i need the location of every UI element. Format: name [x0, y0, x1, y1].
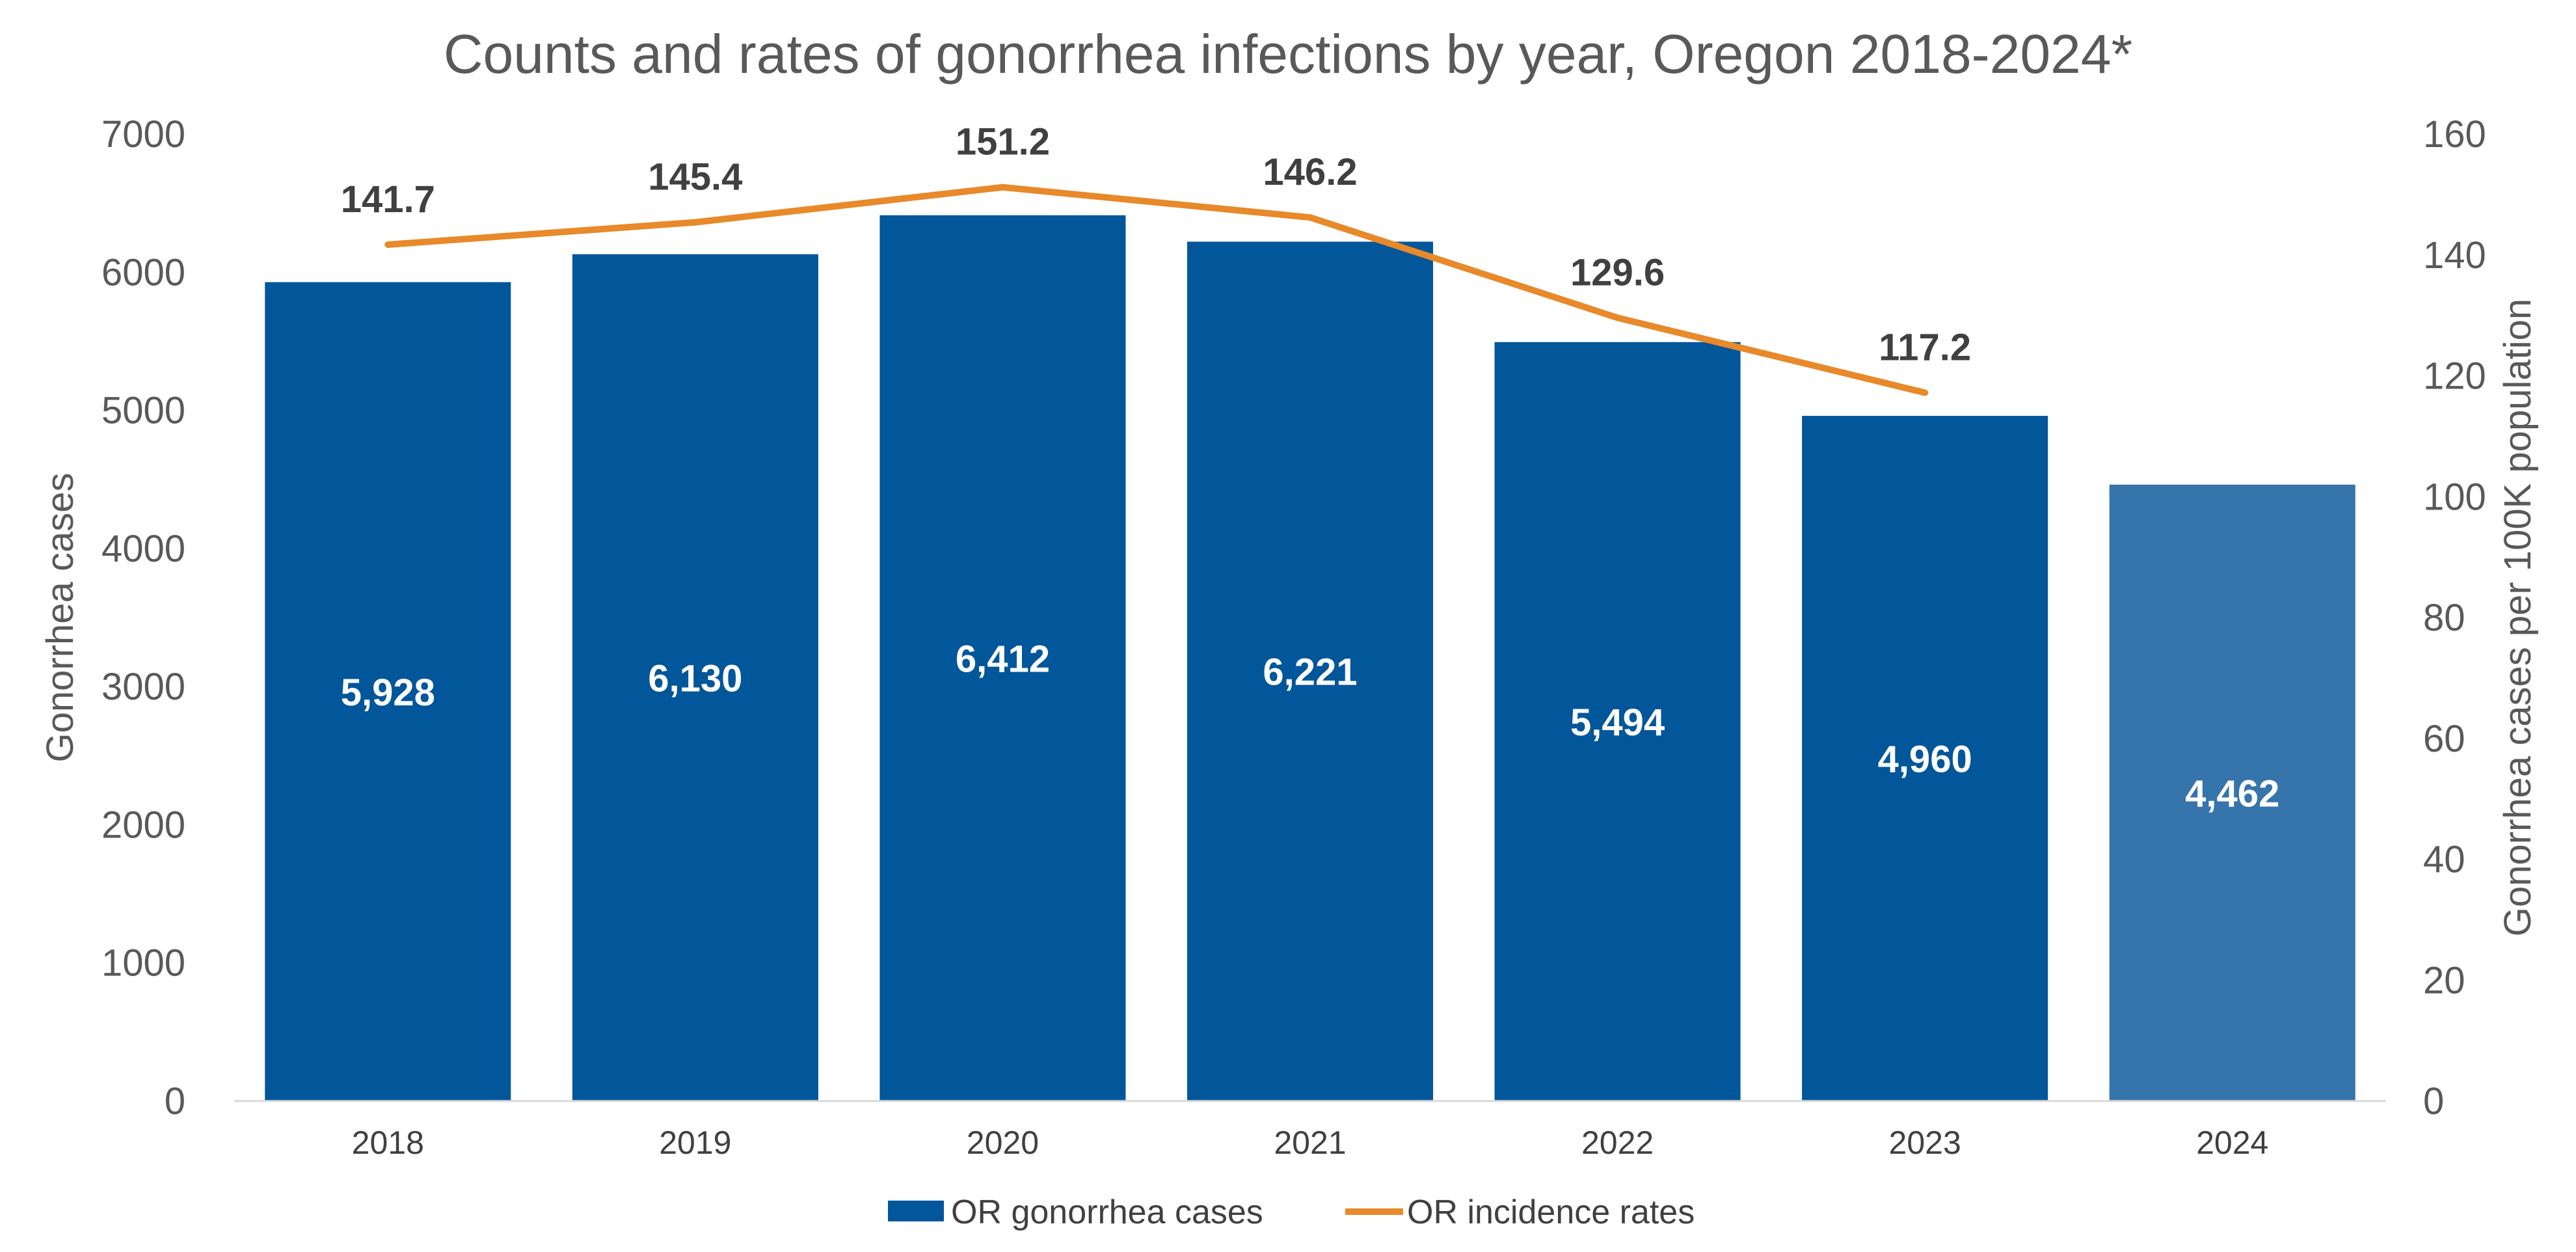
x-tick-label: 2022 — [1581, 1124, 1654, 1161]
incidence-rate-line — [384, 184, 1929, 396]
y-tick-label: 4000 — [101, 528, 185, 570]
y-tick-label: 3000 — [101, 666, 185, 708]
y2-tick-label: 120 — [2423, 355, 2486, 398]
bar-value-label: 5,928 — [341, 672, 435, 714]
line-value-label: 117.2 — [1879, 327, 1971, 369]
right-axis-label: Gonorrhea cases per 100K population — [2497, 299, 2539, 936]
bar-series: 5,928 6,130 6,412 6,221 5,494 4,960 4,462 — [265, 215, 2355, 1102]
bar-2024 — [2109, 484, 2355, 1101]
legend-bar-label: OR gonorrhea cases — [951, 1193, 1263, 1231]
y2-tick-label: 40 — [2423, 839, 2465, 881]
legend-bar-swatch — [888, 1201, 944, 1221]
bar-2019 — [572, 254, 818, 1101]
legend: OR gonorrhea cases OR incidence rates — [888, 1193, 1695, 1231]
line-value-label: 146.2 — [1263, 151, 1357, 193]
x-tick-label: 2020 — [967, 1124, 1039, 1161]
left-axis-label: Gonorrhea cases — [39, 473, 81, 763]
x-tick-label: 2018 — [352, 1124, 424, 1161]
y-tick-label: 7000 — [101, 113, 185, 156]
y2-tick-label: 160 — [2423, 113, 2486, 156]
y2-tick-label: 140 — [2423, 234, 2486, 277]
bar-value-label: 6,130 — [648, 657, 742, 700]
y-tick-label: 2000 — [101, 804, 185, 846]
bar-2018 — [265, 282, 511, 1101]
x-tick-label: 2019 — [659, 1124, 731, 1161]
left-axis-ticks: 0 1000 2000 3000 4000 5000 6000 7000 — [101, 113, 185, 1123]
bar-2021 — [1187, 241, 1434, 1101]
y-tick-label: 1000 — [101, 942, 185, 985]
bar-value-label: 5,494 — [1570, 701, 1665, 744]
line-value-label: 151.2 — [956, 121, 1050, 163]
x-axis-ticks: 2018 2019 2020 2021 2022 2023 2024 — [352, 1124, 2269, 1161]
right-axis-ticks: 0 20 40 60 80 100 120 140 160 — [2423, 113, 2486, 1123]
line-value-label: 129.6 — [1570, 251, 1665, 293]
legend-line-label: OR incidence rates — [1407, 1193, 1695, 1231]
x-tick-label: 2021 — [1274, 1124, 1346, 1161]
y-tick-label: 0 — [165, 1080, 185, 1123]
bar-2020 — [879, 215, 1126, 1102]
x-tick-label: 2023 — [1889, 1124, 1961, 1161]
y2-tick-label: 60 — [2423, 718, 2465, 760]
y2-tick-label: 80 — [2423, 597, 2465, 639]
y-tick-label: 5000 — [101, 390, 185, 432]
line-value-label: 141.7 — [341, 178, 435, 221]
bar-value-label: 6,412 — [956, 638, 1050, 680]
bar-2023 — [1802, 416, 2048, 1101]
bar-2022 — [1494, 342, 1741, 1101]
y2-tick-label: 0 — [2423, 1080, 2444, 1123]
line-value-label: 145.4 — [648, 156, 742, 198]
x-tick-label: 2024 — [2196, 1124, 2268, 1161]
bar-value-label: 6,221 — [1263, 651, 1357, 694]
y2-tick-label: 100 — [2423, 476, 2486, 518]
y-tick-label: 6000 — [101, 251, 185, 293]
chart-title: Counts and rates of gonorrhea infections… — [444, 23, 2132, 85]
bar-value-label: 4,960 — [1878, 739, 1972, 781]
line-series: 141.7 145.4 151.2 146.2 129.6 117.2 — [341, 121, 1971, 396]
y2-tick-label: 20 — [2423, 959, 2465, 1001]
bar-value-label: 4,462 — [2185, 772, 2279, 815]
